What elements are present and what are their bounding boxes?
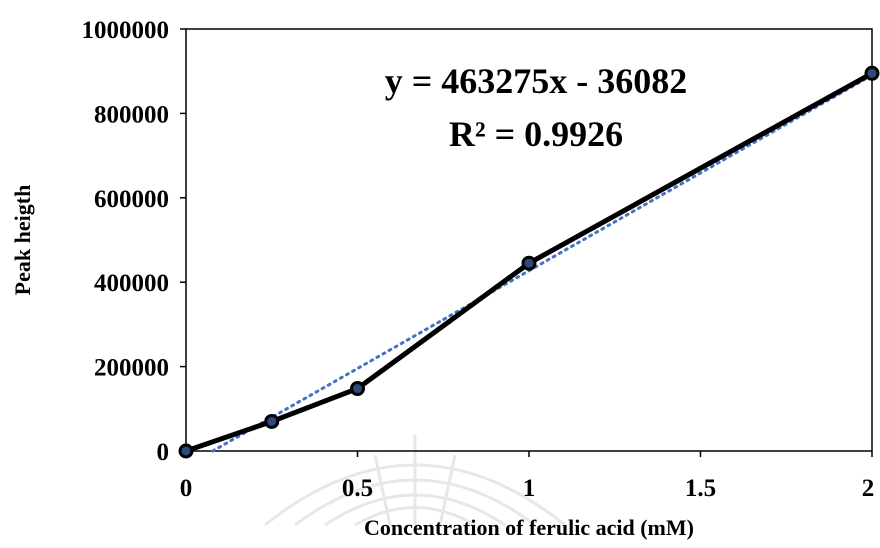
y-tick-label: 200000 — [94, 355, 169, 382]
x-tick-label: 1 — [523, 475, 536, 502]
data-point — [864, 65, 880, 81]
trendline-equation: y = 463275x - 36082 — [385, 61, 688, 101]
y-axis-title: Peak heigth — [10, 185, 35, 296]
y-tick-label: 400000 — [94, 270, 169, 297]
trendline — [211, 73, 874, 453]
y-tick-label: 1000000 — [82, 17, 170, 44]
y-tick-label: 800000 — [94, 101, 169, 128]
y-tick-label: 0 — [157, 439, 170, 466]
data-point — [521, 255, 537, 271]
data-points — [178, 65, 880, 459]
x-tick-label: 2 — [862, 475, 875, 502]
x-tick-label: 0.5 — [342, 475, 373, 502]
x-tick-label: 1.5 — [685, 475, 716, 502]
data-point — [350, 381, 365, 397]
x-axis-ticks: 0 0.5 1 1.5 2 — [180, 451, 875, 502]
x-axis-title: Concentration of ferulic acid (mM) — [364, 515, 694, 540]
y-axis-ticks: 0 200000 400000 600000 800000 1000000 — [82, 17, 186, 466]
data-point — [178, 443, 194, 459]
university-seal-watermark — [264, 435, 566, 527]
data-point — [264, 413, 280, 429]
r-squared-label: R² = 0.9926 — [449, 114, 623, 154]
y-tick-label: 600000 — [94, 186, 169, 213]
x-tick-label: 0 — [180, 475, 193, 502]
